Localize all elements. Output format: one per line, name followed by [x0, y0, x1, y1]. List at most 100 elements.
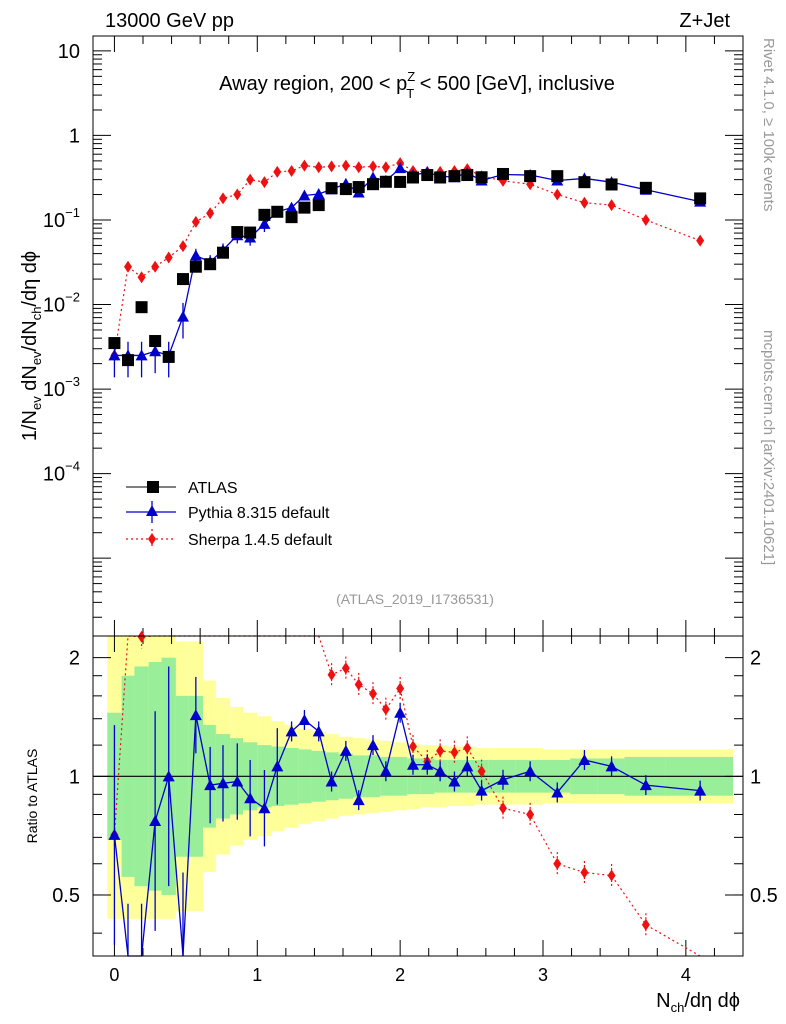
- atlas-point: [434, 171, 447, 184]
- pythia-ratio-point: [524, 765, 537, 777]
- energy-label: 13000 GeV pp: [105, 10, 234, 32]
- main-panel: 10 1 10−1 10−2 10−3 10−4: [43, 35, 744, 637]
- sherpa-ratio-point: [553, 857, 562, 870]
- sherpa-point: [191, 215, 200, 228]
- legend-pythia-label: Pythia 8.315 default: [188, 505, 330, 522]
- atlas-point: [694, 192, 707, 205]
- plot-title: Away region, 200 < pZ T < 500 [GeV], incl…: [219, 69, 615, 101]
- atlas-point: [551, 170, 564, 183]
- pythia-point: [312, 187, 325, 199]
- pythia-ratio-point: [258, 802, 271, 814]
- pythia-point: [189, 249, 202, 261]
- x-tick-label: 0: [109, 965, 119, 985]
- sherpa-point: [137, 271, 146, 284]
- pythia-ratio-point: [339, 744, 352, 756]
- pythia-ratio-point: [694, 784, 707, 796]
- atlas-point: [379, 175, 392, 188]
- pythia-ratio-point: [108, 828, 121, 840]
- atlas-point: [461, 169, 474, 182]
- y-axis-title: 1/Nev dNev/dNch/dη dϕ: [19, 251, 44, 441]
- sherpa-point: [179, 240, 187, 253]
- sherpa-point: [124, 260, 132, 273]
- atlas-point: [312, 199, 325, 212]
- atlas-point: [122, 354, 134, 367]
- ratio-y-tick-label: 1: [69, 766, 80, 788]
- ratio-y-tick-label: 0.5: [52, 885, 80, 907]
- y-tick-label: 10: [58, 41, 80, 63]
- atlas-point: [367, 178, 379, 191]
- pythia-ratio-point: [285, 725, 298, 737]
- atlas-point: [639, 181, 652, 194]
- ratio-y-tick-label-right: 0.5: [750, 885, 778, 907]
- pythia-point: [135, 349, 148, 361]
- atlas-point: [177, 273, 189, 286]
- sherpa-ratio-point: [450, 746, 459, 759]
- pythia-ratio-point: [244, 792, 257, 804]
- y-tick-label: 10−3: [43, 374, 80, 401]
- sherpa-point: [246, 173, 255, 186]
- sherpa-ratio-point: [607, 869, 616, 882]
- atlas-point: [298, 201, 311, 214]
- pythia-point: [108, 349, 121, 361]
- pythia-ratio-point: [639, 779, 652, 791]
- sherpa-ratio-point: [354, 678, 363, 691]
- sherpa-ratio-point: [369, 687, 377, 700]
- mcplots-label: mcplots.cern.ch [arXiv:2401.10621]: [760, 330, 777, 565]
- sherpa-point: [260, 176, 269, 189]
- sherpa-point: [354, 161, 363, 174]
- atlas-point: [524, 170, 537, 183]
- x-tick-label: 1: [252, 965, 262, 985]
- ratio-panel: 0 1 2 3 4 2 2 1 1 0.5 0.5: [52, 630, 778, 985]
- atlas-point: [448, 170, 461, 183]
- sherpa-point: [314, 161, 323, 174]
- sherpa-point: [553, 188, 562, 201]
- x-tick-label: 3: [538, 965, 548, 985]
- atlas-point: [149, 335, 162, 348]
- pythia-ratio-point: [189, 709, 202, 721]
- atlas-point: [605, 178, 618, 191]
- x-axis-title: Nch/dη dϕ: [656, 990, 740, 1015]
- legend-atlas-label: ATLAS: [188, 480, 238, 497]
- sherpa-ratio-point: [641, 918, 650, 931]
- pythia-ratio-point: [407, 758, 419, 770]
- sherpa-ratio-point: [396, 682, 405, 695]
- sherpa-point: [300, 159, 309, 172]
- pythia-ratio-point: [434, 765, 447, 777]
- legend-sherpa-marker: [148, 533, 156, 545]
- pythia-ratio-point: [605, 760, 618, 772]
- pythia-ratio-point: [379, 765, 392, 777]
- sherpa-point: [273, 165, 282, 178]
- ratio-y-tick-label-right: 1: [750, 766, 761, 788]
- pythia-point: [177, 310, 189, 322]
- main-panel-background: [93, 36, 743, 636]
- sherpa-point: [233, 188, 242, 201]
- pythia-point: [298, 189, 311, 201]
- sherpa-point: [341, 159, 350, 172]
- pythia-ratio-point: [325, 775, 338, 787]
- ratio-y-tick-label-right: 2: [750, 648, 761, 670]
- sherpa-point: [327, 160, 336, 173]
- pythia-point: [258, 217, 271, 229]
- sherpa-point: [696, 234, 705, 247]
- legend: ATLAS Pythia 8.315 default Sherpa 1.4.5 …: [126, 480, 333, 549]
- legend-pythia-marker: [146, 505, 158, 516]
- atlas-point: [271, 205, 284, 218]
- pythia-ratio-point: [149, 815, 162, 827]
- sherpa-point: [369, 160, 377, 173]
- sherpa-ratio-point: [436, 744, 445, 757]
- sherpa-ratio-point: [137, 630, 146, 643]
- sherpa-point: [381, 161, 390, 174]
- sherpa-ratio-point: [526, 808, 535, 821]
- pythia-ratio-point: [312, 725, 325, 737]
- sherpa-point: [607, 199, 616, 212]
- sherpa-point: [641, 213, 650, 226]
- pythia-point: [285, 201, 298, 213]
- pythia-ratio-point: [394, 706, 407, 718]
- atlas-point: [475, 171, 488, 184]
- sherpa-point: [287, 164, 296, 177]
- pythia-ratio-point: [461, 760, 474, 772]
- legend-atlas-marker: [147, 481, 159, 493]
- ratio-panel-frame: [92, 635, 744, 957]
- atlas-point: [135, 301, 148, 314]
- sherpa-ratio-point: [409, 740, 417, 753]
